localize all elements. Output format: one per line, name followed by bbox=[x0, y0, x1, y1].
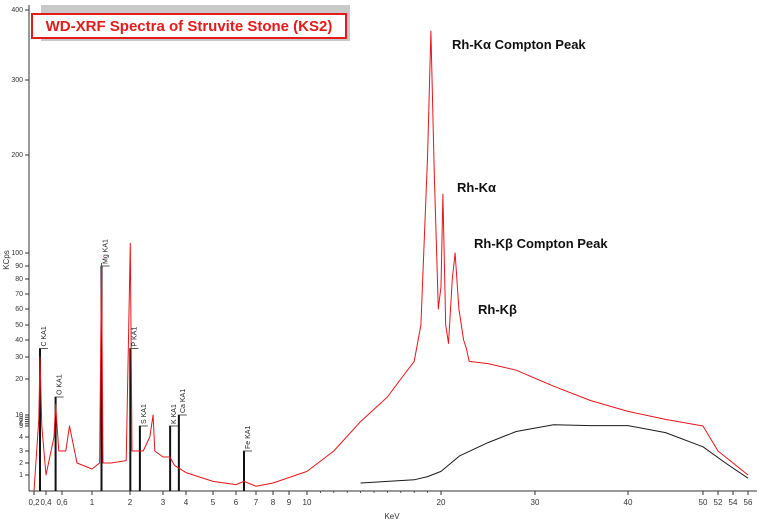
y-tick-label: 40 bbox=[15, 337, 23, 344]
x-tick-label: 3 bbox=[161, 498, 166, 507]
x-tick-label: 10 bbox=[303, 498, 312, 507]
x-tick-label: 6 bbox=[234, 498, 239, 507]
x-tick-label: 56 bbox=[744, 498, 753, 507]
y-tick-label: 60 bbox=[15, 306, 23, 313]
y-tick-label: 2 bbox=[19, 460, 23, 467]
y-tick-label: 90 bbox=[15, 263, 23, 270]
x-tick-label: 1 bbox=[90, 498, 95, 507]
x-tick-label: 9 bbox=[287, 498, 292, 507]
y-tick-label: 9 bbox=[19, 414, 23, 421]
element-marker-label: Fe KA1 bbox=[245, 426, 252, 449]
x-tick-label: 8 bbox=[271, 498, 276, 507]
x-tick-label: 50 bbox=[699, 498, 708, 507]
x-tick-label: 52 bbox=[714, 498, 723, 507]
x-tick-label: 4 bbox=[184, 498, 189, 507]
spectrum-red-line bbox=[33, 30, 749, 492]
y-tick-label: 70 bbox=[15, 291, 23, 298]
y-tick-label: 8 bbox=[19, 416, 23, 423]
element-marker-label: O KA1 bbox=[57, 374, 64, 395]
x-axis-label: KeV bbox=[384, 512, 400, 521]
y-tick-label: 3 bbox=[19, 448, 23, 455]
element-marker-label: K KA1 bbox=[171, 404, 178, 424]
y-tick-label: 400 bbox=[11, 7, 23, 14]
y-tick-label: 1 bbox=[19, 472, 23, 479]
y-tick-label: 80 bbox=[15, 276, 23, 283]
y-tick-label: 30 bbox=[15, 354, 23, 361]
y-axis-label: KCps bbox=[2, 250, 11, 270]
element-marker-label: P KA1 bbox=[131, 327, 138, 347]
x-tick-label: 0,4 bbox=[40, 498, 52, 507]
annotation-rh-kb-compton: Rh-Kβ Compton Peak bbox=[474, 236, 608, 251]
annotation-rh-kb: Rh-Kβ bbox=[478, 302, 517, 317]
element-marker-label: S KA1 bbox=[141, 404, 148, 424]
spectrum-black-line bbox=[360, 424, 749, 484]
chart-title-box: WD-XRF Spectra of Struvite Stone (KS2) bbox=[31, 13, 347, 39]
element-marker-label: Ca KA1 bbox=[180, 389, 187, 413]
x-tick-label: 7 bbox=[254, 498, 259, 507]
x-tick-label: 0,2 bbox=[28, 498, 40, 507]
annotation-rh-ka: Rh-Kα bbox=[457, 180, 497, 195]
y-tick-label: 50 bbox=[15, 322, 23, 329]
annotation-rh-ka-compton: Rh-Kα Compton Peak bbox=[452, 37, 586, 52]
x-tick-label: 30 bbox=[531, 498, 540, 507]
y-tick-label: 10 bbox=[15, 412, 23, 419]
element-marker-label: Mg KA1 bbox=[103, 239, 110, 264]
x-tick-label: 20 bbox=[437, 498, 446, 507]
y-tick-label: 20 bbox=[15, 376, 23, 383]
element-marker-label: C KA1 bbox=[41, 326, 48, 346]
x-tick-label: 2 bbox=[128, 498, 133, 507]
y-tick-label: 300 bbox=[11, 77, 23, 84]
y-tick-label: 100 bbox=[11, 250, 23, 257]
chart-title: WD-XRF Spectra of Struvite Stone (KS2) bbox=[45, 17, 333, 35]
y-tick-label: 5 bbox=[19, 423, 23, 430]
x-tick-label: 54 bbox=[729, 498, 738, 507]
x-tick-label: 0,6 bbox=[56, 498, 68, 507]
y-tick-label: 200 bbox=[11, 152, 23, 159]
x-tick-label: 40 bbox=[624, 498, 633, 507]
x-tick-label: 5 bbox=[211, 498, 216, 507]
y-tick-label: 6 bbox=[19, 421, 23, 428]
y-tick-label: 4 bbox=[19, 434, 23, 441]
y-tick-label: 7 bbox=[19, 419, 23, 426]
